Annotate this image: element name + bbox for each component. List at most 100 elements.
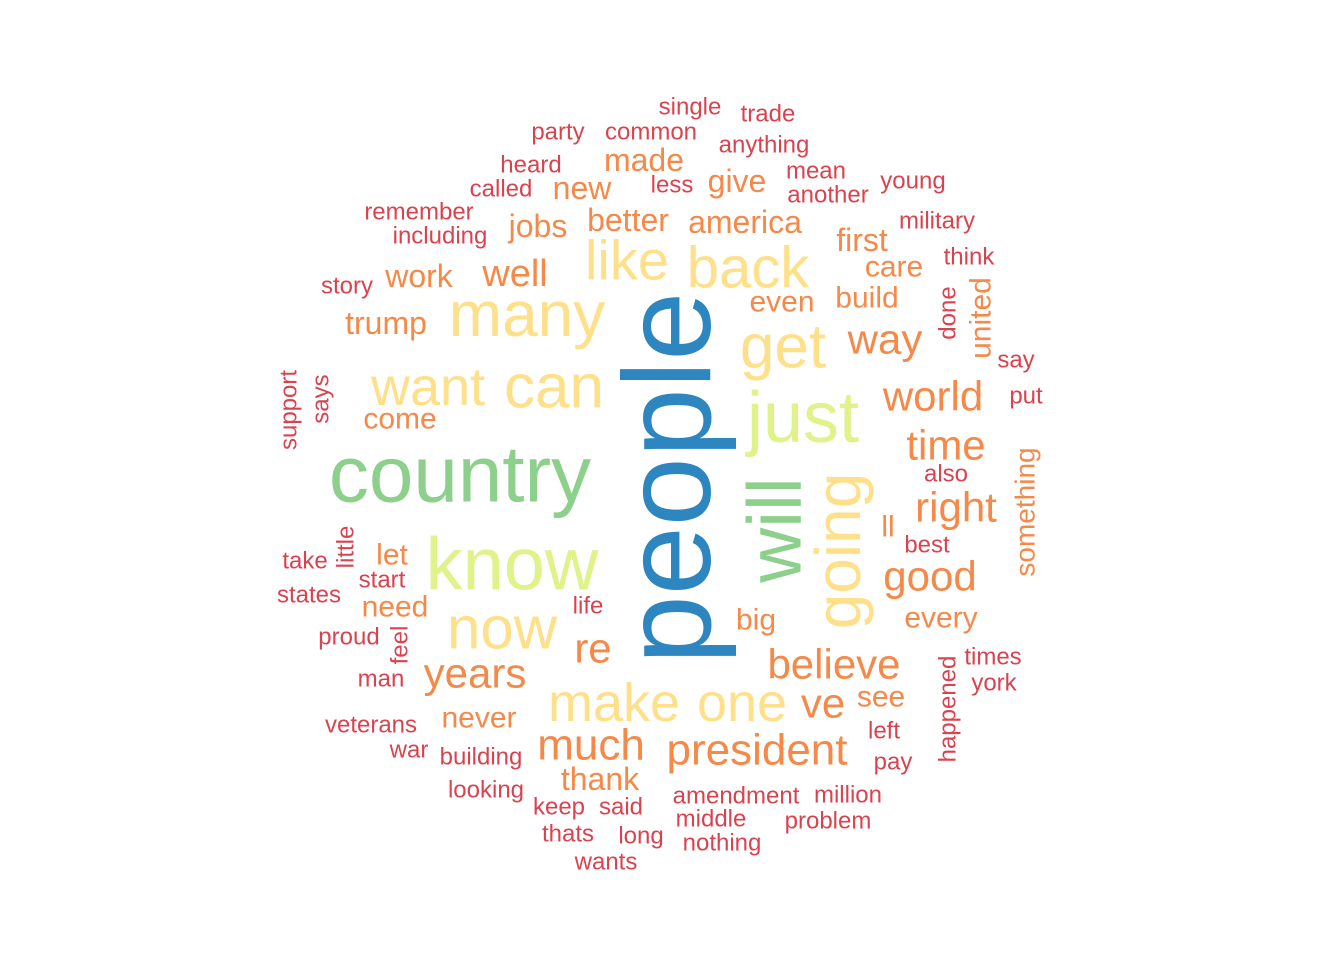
word-called: called <box>470 176 533 203</box>
word-left: left <box>868 718 900 745</box>
word-problem: problem <box>785 808 872 835</box>
word-big: big <box>736 604 776 637</box>
word-way: way <box>847 316 923 363</box>
word-best: best <box>904 532 950 559</box>
word-pay: pay <box>874 749 913 776</box>
word-just: just <box>745 378 859 458</box>
word-one: one <box>697 673 787 733</box>
word-another: another <box>787 182 868 209</box>
word-young: young <box>880 168 945 195</box>
word-new: new <box>553 170 613 206</box>
word-many: many <box>449 278 606 350</box>
word-proud: proud <box>318 624 379 651</box>
word-take: take <box>282 548 327 575</box>
word-back: back <box>687 236 811 301</box>
word-veterans: veterans <box>325 712 417 739</box>
word-care: care <box>865 251 923 284</box>
word-make: make <box>548 673 680 733</box>
word-going: going <box>802 473 874 630</box>
word-middle: middle <box>676 806 747 833</box>
word-thank: thank <box>561 761 640 797</box>
word-heard: heard <box>500 152 561 179</box>
word-like: like <box>585 229 669 292</box>
word-time: time <box>906 422 985 469</box>
word-million: million <box>814 782 882 809</box>
word-trade: trade <box>741 101 796 128</box>
word-start: start <box>359 567 406 594</box>
word-mean: mean <box>786 158 846 185</box>
word-party: party <box>531 119 584 146</box>
word-even: even <box>749 286 814 319</box>
word-something: something <box>1010 447 1041 576</box>
word-looking: looking <box>448 777 524 804</box>
word-work: work <box>384 258 454 294</box>
word-better: better <box>587 202 669 238</box>
word-military: military <box>899 208 975 235</box>
word-will: will <box>733 477 818 584</box>
word-long: long <box>618 823 663 850</box>
word-jobs: jobs <box>508 208 568 244</box>
word-building: building <box>440 744 523 771</box>
word-ve: ve <box>801 680 845 727</box>
word-come: come <box>363 403 436 436</box>
word-people: people <box>599 292 737 664</box>
word-states: states <box>277 582 341 609</box>
word-feel: feel <box>387 626 414 665</box>
word-country: country <box>329 430 591 519</box>
word-man: man <box>358 666 405 693</box>
word-re: re <box>574 625 611 672</box>
word-says: says <box>308 374 335 423</box>
word-story: story <box>321 273 373 300</box>
word-life: life <box>573 593 604 620</box>
word-give: give <box>708 163 767 199</box>
word-now: now <box>447 595 558 662</box>
word-never: never <box>441 702 516 735</box>
word-first: first <box>836 222 888 258</box>
word-good: good <box>883 553 976 600</box>
word-also: also <box>924 461 968 488</box>
word-said: said <box>599 794 643 821</box>
word-put: put <box>1009 383 1043 410</box>
word-including: including <box>393 223 488 250</box>
word-much: much <box>537 721 645 770</box>
word-years: years <box>424 650 527 697</box>
word-ll: ll <box>881 511 894 544</box>
word-say: say <box>997 347 1034 374</box>
word-remember: remember <box>364 199 473 226</box>
word-need: need <box>362 591 429 624</box>
word-trump: trump <box>345 305 427 341</box>
word-amendment: amendment <box>673 783 800 810</box>
word-united: united <box>965 277 998 359</box>
word-times: times <box>964 644 1021 671</box>
word-believe: believe <box>767 641 900 688</box>
word-thats: thats <box>542 821 594 848</box>
word-keep: keep <box>533 794 585 821</box>
word-every: every <box>904 602 977 635</box>
word-war: war <box>389 737 429 764</box>
word-nothing: nothing <box>683 830 762 857</box>
word-want: want <box>370 357 485 417</box>
word-get: get <box>740 313 826 382</box>
word-let: let <box>376 539 408 572</box>
word-happened: happened <box>935 656 962 763</box>
word-build: build <box>835 282 898 315</box>
word-can: can <box>504 353 604 422</box>
word-anything: anything <box>719 132 810 159</box>
word-wants: wants <box>574 849 638 876</box>
word-see: see <box>857 681 905 714</box>
word-america: america <box>688 204 802 240</box>
word-right: right <box>915 484 997 531</box>
word-think: think <box>944 244 996 271</box>
word-well: well <box>481 253 547 295</box>
word-york: york <box>971 670 1017 697</box>
word-support: support <box>276 370 303 450</box>
word-know: know <box>426 523 599 606</box>
word-done: done <box>935 286 962 339</box>
word-common: common <box>605 119 697 146</box>
word-less: less <box>651 172 694 199</box>
word-single: single <box>659 94 722 121</box>
word-world: world <box>882 373 983 420</box>
word-made: made <box>604 142 684 178</box>
word-little: little <box>333 526 360 569</box>
